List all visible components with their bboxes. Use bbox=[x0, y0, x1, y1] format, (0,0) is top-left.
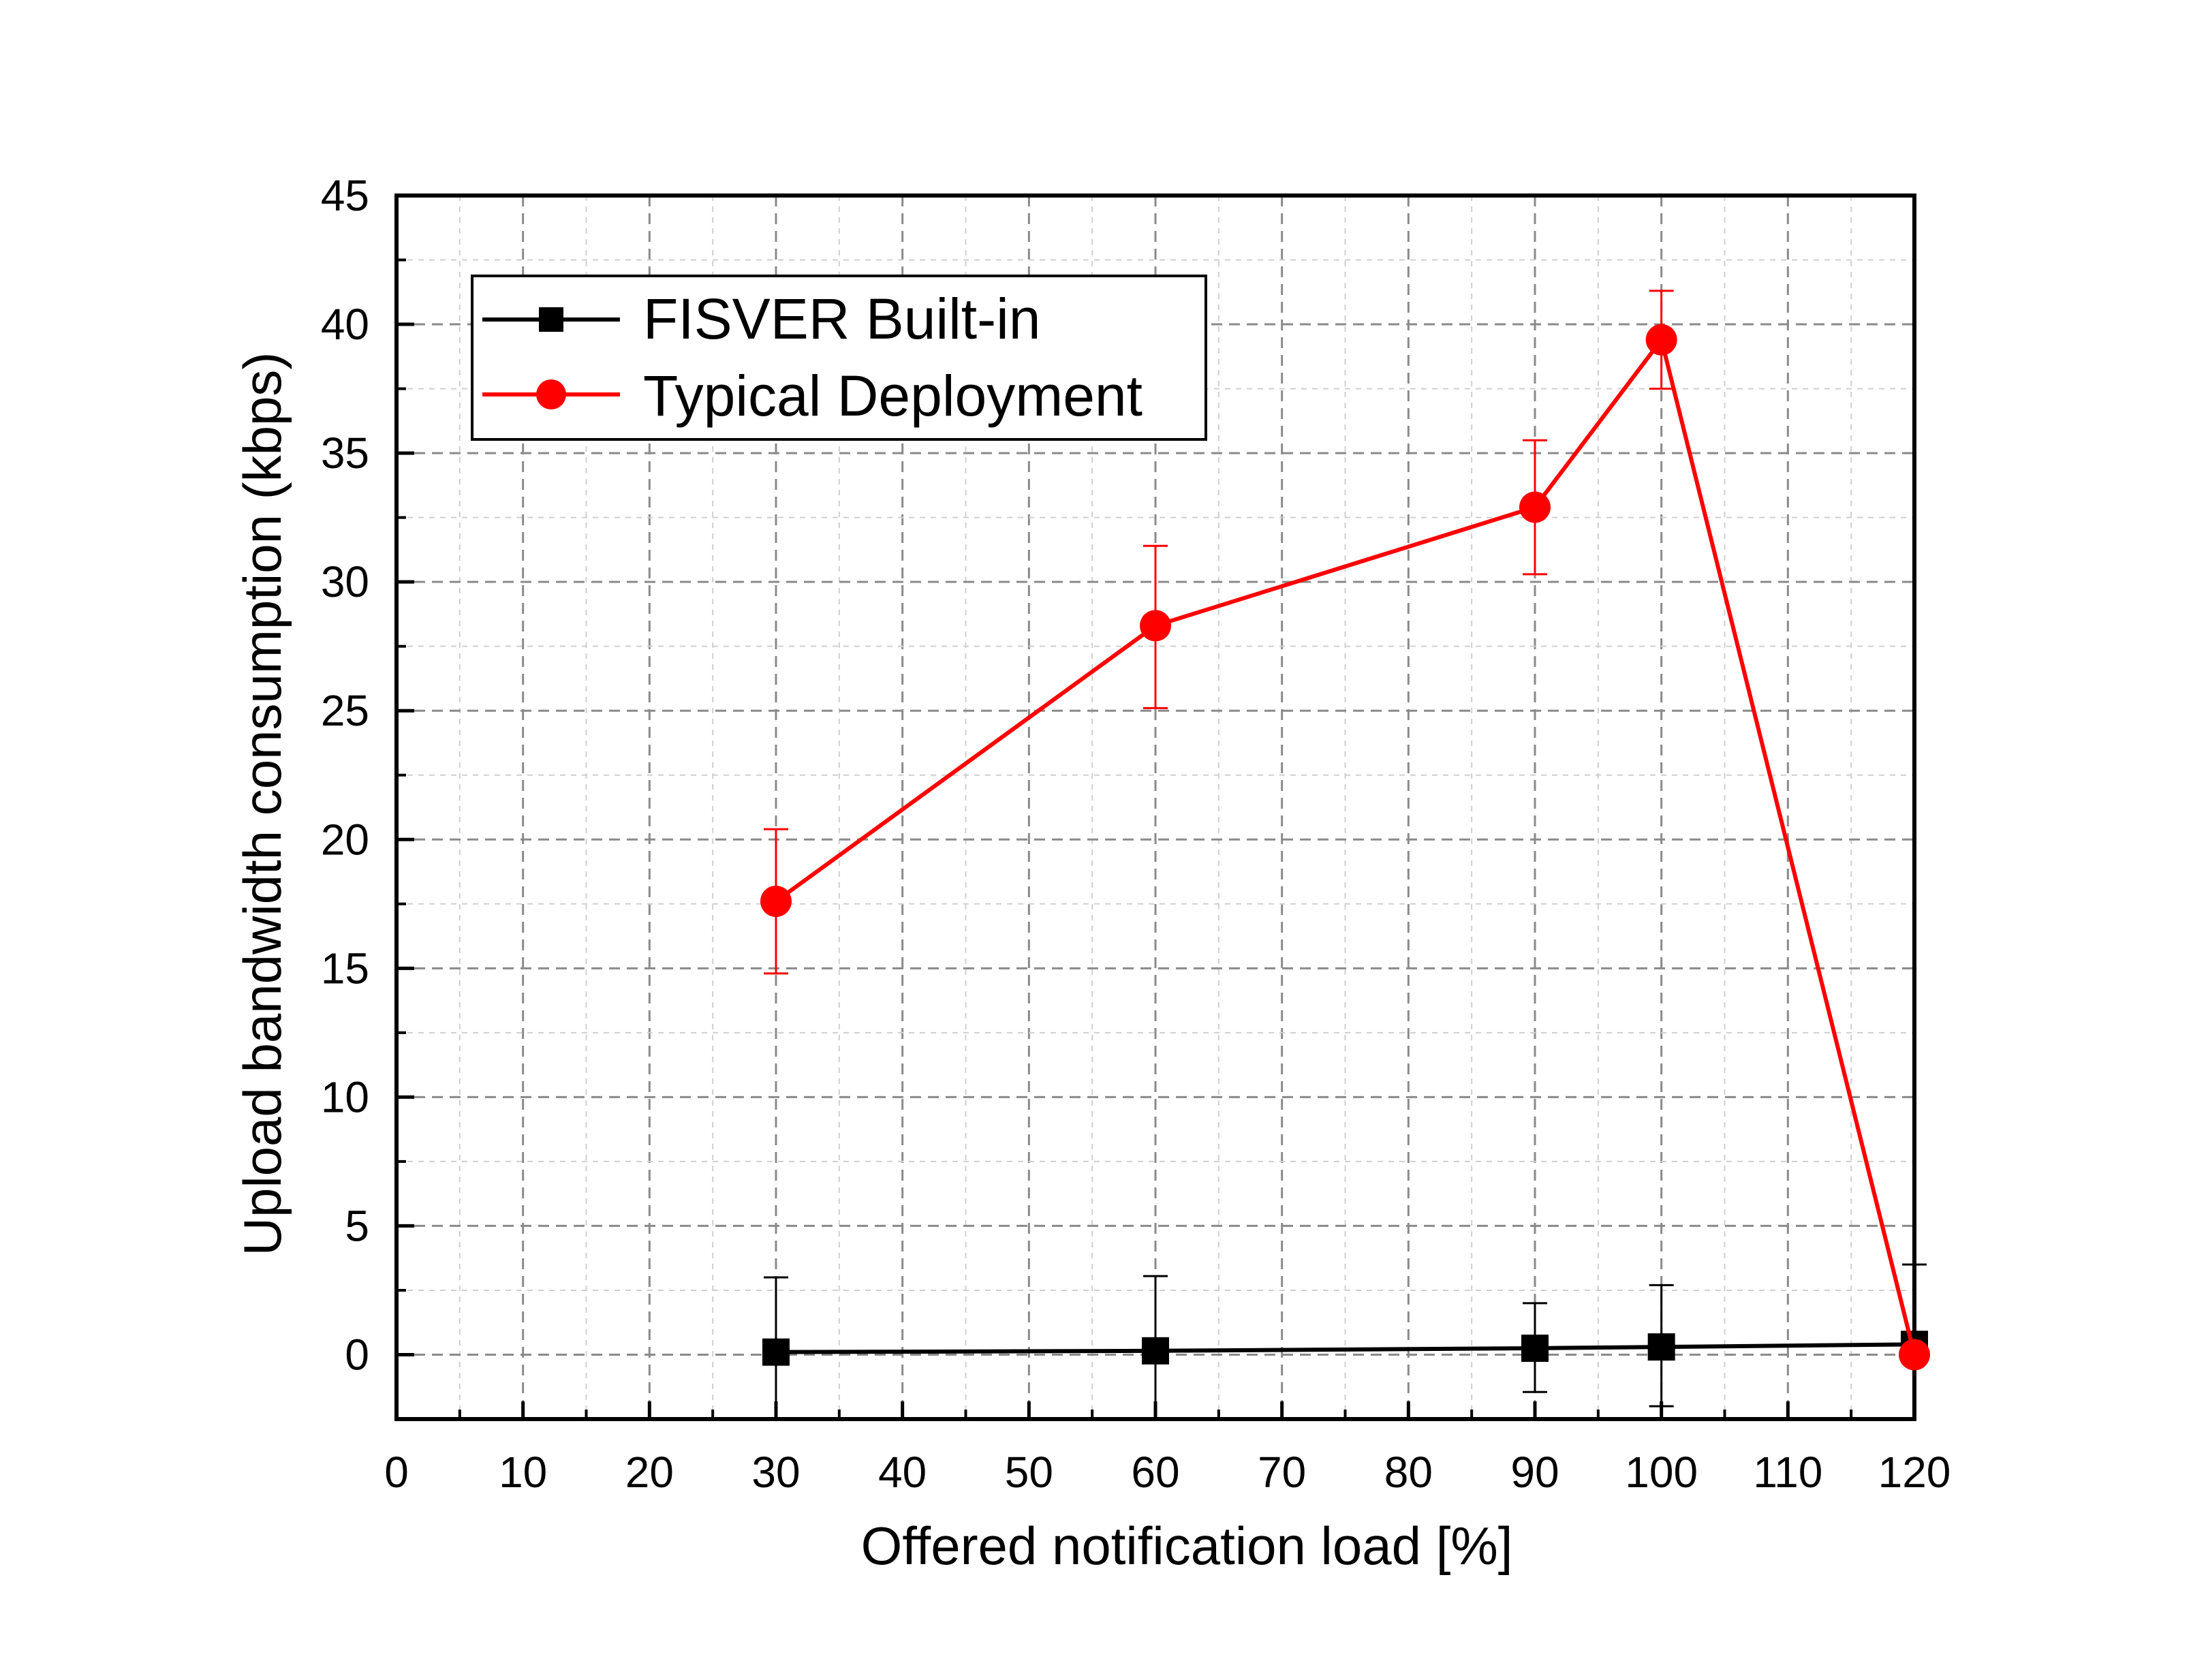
x-tick-label: 20 bbox=[625, 1448, 674, 1497]
data-point bbox=[1521, 1335, 1549, 1363]
x-tick-label: 80 bbox=[1384, 1448, 1433, 1497]
x-tick-label: 120 bbox=[1878, 1448, 1951, 1497]
legend-box bbox=[471, 275, 1207, 441]
y-tick-label: 0 bbox=[345, 1330, 369, 1379]
series-1 bbox=[760, 290, 1930, 1371]
y-tick-label: 20 bbox=[321, 815, 369, 864]
data-point bbox=[1645, 324, 1677, 356]
x-tick-label: 110 bbox=[1753, 1448, 1822, 1497]
data-point bbox=[760, 886, 792, 918]
x-axis-title: Offered notification load [%] bbox=[861, 1516, 1513, 1576]
legend-marker-typical bbox=[536, 379, 566, 409]
x-tick-label: 30 bbox=[751, 1448, 800, 1497]
legend-marker-fisver bbox=[539, 307, 563, 332]
y-tick-label: 35 bbox=[321, 429, 369, 478]
y-tick-label: 10 bbox=[321, 1072, 369, 1121]
data-point bbox=[1899, 1339, 1930, 1371]
data-point bbox=[762, 1338, 790, 1366]
x-tick-label: 0 bbox=[384, 1448, 409, 1497]
x-tick-label: 70 bbox=[1258, 1448, 1306, 1497]
y-tick-label: 40 bbox=[321, 300, 369, 349]
x-tick-label: 50 bbox=[1005, 1448, 1053, 1497]
legend-label-fisver: FISVER Built-in bbox=[643, 287, 1041, 351]
data-point bbox=[1647, 1333, 1675, 1361]
tick-labels: 0 10 20 30 40 50 60 70 80 90 100 110 120 0 5 10 15 20 25 30… bbox=[321, 171, 1951, 1497]
y-tick-label: 25 bbox=[321, 686, 369, 735]
data-point bbox=[1519, 491, 1551, 523]
y-tick-label: 5 bbox=[345, 1201, 369, 1250]
legend-label-typical: Typical Deployment bbox=[643, 364, 1143, 428]
y-tick-label: 45 bbox=[321, 171, 369, 220]
x-tick-label: 10 bbox=[499, 1448, 547, 1497]
x-tick-label: 40 bbox=[878, 1448, 927, 1497]
legend: FISVER Built-in Typical Deployment bbox=[471, 275, 1207, 441]
data-point bbox=[1140, 610, 1171, 642]
y-tick-label: 15 bbox=[321, 944, 369, 993]
series-layer bbox=[760, 290, 1930, 1419]
x-tick-label: 60 bbox=[1131, 1448, 1179, 1497]
y-tick-label: 30 bbox=[321, 557, 369, 606]
x-tick-label: 100 bbox=[1625, 1448, 1698, 1497]
data-point bbox=[1142, 1337, 1169, 1365]
x-tick-label: 90 bbox=[1510, 1448, 1559, 1497]
y-axis-title: Upload bandwidth consumption (kbps) bbox=[232, 352, 292, 1256]
